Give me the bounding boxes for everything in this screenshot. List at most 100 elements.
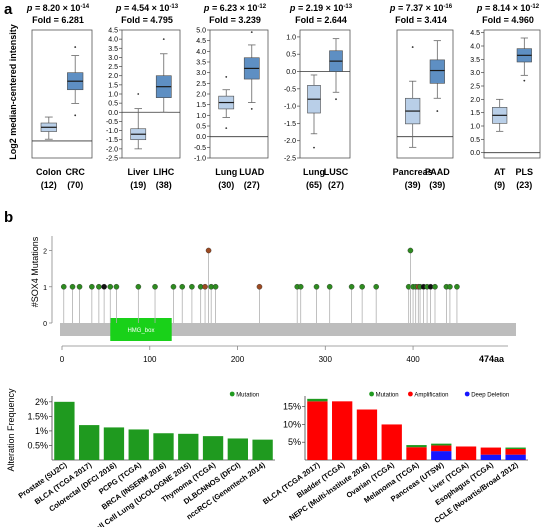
category-label: LUAD — [239, 167, 264, 177]
y-tick-label: -0.5 — [106, 119, 118, 126]
p-value: 8.14 × 10 — [493, 3, 531, 13]
category-label: CRC — [65, 167, 85, 177]
p-exponent: -13 — [343, 4, 352, 10]
y-tick-label: -2.5 — [106, 156, 118, 163]
sample-count: (65) — [306, 180, 322, 190]
lollipop-head-missense — [107, 283, 114, 290]
bar-deep-deletion — [480, 454, 501, 460]
p-prefix: p = — [203, 3, 220, 13]
p-prefix: p = — [26, 3, 43, 13]
y-tick-label: 0.5 — [196, 124, 206, 131]
outlier-point — [74, 114, 77, 117]
lollipop-head-missense — [454, 283, 460, 290]
bar-ylabel: Alteration Frequency — [6, 388, 16, 472]
fold-label: Fold = 2.644 — [295, 15, 347, 25]
lollipop-head-missense — [76, 283, 83, 290]
outlier-point — [436, 110, 439, 112]
domain-label: HMG_box — [127, 328, 154, 334]
y-tick-label: 3.5 — [196, 60, 206, 67]
sample-count: (9) — [494, 180, 505, 190]
fold-value: 3.414 — [424, 15, 447, 25]
category-label: Lung — [303, 167, 325, 177]
y-tick-label: 4.0 — [108, 37, 118, 44]
panel-a-label: a — [4, 1, 13, 18]
y-tick-label: 4.0 — [470, 44, 480, 51]
fold-label: Fold = 3.414 — [395, 15, 447, 25]
y-tick-label: 5.0 — [196, 28, 206, 35]
y-tick-label: 2% — [35, 397, 48, 407]
outlier-point — [137, 93, 140, 95]
category-label: Lung — [215, 167, 237, 177]
lollipop-head-missense — [407, 247, 414, 254]
p-exponent: -12 — [530, 4, 539, 10]
lollipop-head-missense — [432, 283, 438, 290]
y-tick-label: 15% — [283, 402, 301, 412]
y-tick-label: 1.5 — [108, 82, 118, 89]
y-tick-label: 1% — [35, 426, 48, 436]
legend-label: Amplification — [414, 393, 448, 399]
y-tick-label: 2.0 — [470, 97, 480, 104]
y-tick-label: 0.5 — [108, 101, 118, 108]
lollipop-ylabel: #SOX4 Mutations — [30, 236, 40, 307]
bar-amplification — [356, 409, 378, 460]
y-tick-label: 1.0 — [196, 113, 206, 120]
lollipop-head-missense — [170, 283, 177, 290]
bar-amplification — [505, 448, 526, 455]
p-exponent: -12 — [257, 4, 266, 10]
bar-mutation — [178, 433, 199, 460]
category-label: Colon — [36, 167, 62, 177]
x-tick-label: 400 — [406, 355, 420, 364]
p-prefix: p = — [289, 3, 306, 13]
bar-mutation — [54, 401, 75, 460]
category-label: AT — [494, 167, 506, 177]
fold-value: 4.795 — [150, 15, 173, 25]
fold-prefix: Fold = — [295, 15, 324, 25]
y-tick-label: 4.0 — [196, 49, 206, 56]
fold-prefix: Fold = — [121, 15, 150, 25]
x-tick-label: 0 — [60, 355, 65, 364]
y-tick-label: 0.0 — [470, 150, 480, 157]
lollipop-head-missense — [60, 283, 67, 290]
y-tick-label: -1.0 — [106, 128, 118, 135]
fold-value: 2.644 — [324, 15, 347, 25]
y-tick-label: 3.0 — [470, 70, 480, 77]
fold-label: Fold = 3.239 — [209, 15, 261, 25]
legend-marker — [229, 391, 235, 397]
outlier-point — [335, 98, 337, 101]
p-value-label: p = 8.14 × 10-12 — [476, 3, 540, 13]
lollipop-plot: 0 1 2 HMG_box 0 100 200 300 400 — [43, 236, 516, 364]
fold-label: Fold = 4.795 — [121, 15, 173, 25]
lollipop-head-missense — [189, 283, 195, 290]
category-label: LIHC — [153, 167, 174, 177]
panel-a-ylabel: Log2 median-centered intensity — [8, 24, 18, 160]
p-value-label: p = 4.54 × 10-13 — [115, 3, 179, 13]
y-tick-label: 10% — [283, 419, 301, 429]
fold-value: 4.960 — [511, 15, 534, 25]
bar-amplification — [332, 401, 353, 460]
y-tick-label: 0.5% — [27, 440, 48, 450]
y-tick-label: 1.0 — [108, 92, 118, 99]
y-tick-label: 4.5 — [196, 38, 206, 45]
plot-frame — [396, 29, 454, 159]
box-panel-at-pls: p = 8.14 × 10-12 Fold = 4.960 0.0 0.5 1.0 1.5… — [470, 3, 541, 190]
x-tick-label: 100 — [143, 355, 157, 364]
y-tick-label: 3.0 — [196, 70, 206, 77]
outlier-point — [313, 146, 315, 149]
lollipop-head-missense — [348, 283, 355, 290]
panel-b-label: b — [4, 209, 13, 226]
y-tick-label: 1.5 — [196, 102, 206, 109]
bar-mutation — [153, 433, 174, 460]
box-panel-liver: p = 4.54 × 10-13 Fold = 4.795 -2.5 -2.0 -1.5… — [106, 3, 181, 190]
outlier-point — [523, 79, 526, 82]
bar-amplification — [381, 424, 402, 460]
p-prefix: p = — [389, 3, 406, 13]
y-tick-label: 0.0 — [286, 69, 296, 76]
bar-chart-mutation: 0.5%1%1.5%2%Prostate (SU2C)BLCA (TCGA 20… — [17, 391, 275, 527]
plot-frame — [31, 29, 93, 159]
outlier-point — [250, 108, 253, 110]
box-panel-pancreas: p = 7.37 × 10-16 Fold = 3.414 Pancreas (39)… — [389, 3, 454, 190]
lollipop-head-missense — [179, 283, 186, 290]
lollipop-head-missense — [113, 283, 120, 290]
p-exponent: -16 — [443, 4, 452, 10]
outlier-point — [162, 38, 165, 41]
